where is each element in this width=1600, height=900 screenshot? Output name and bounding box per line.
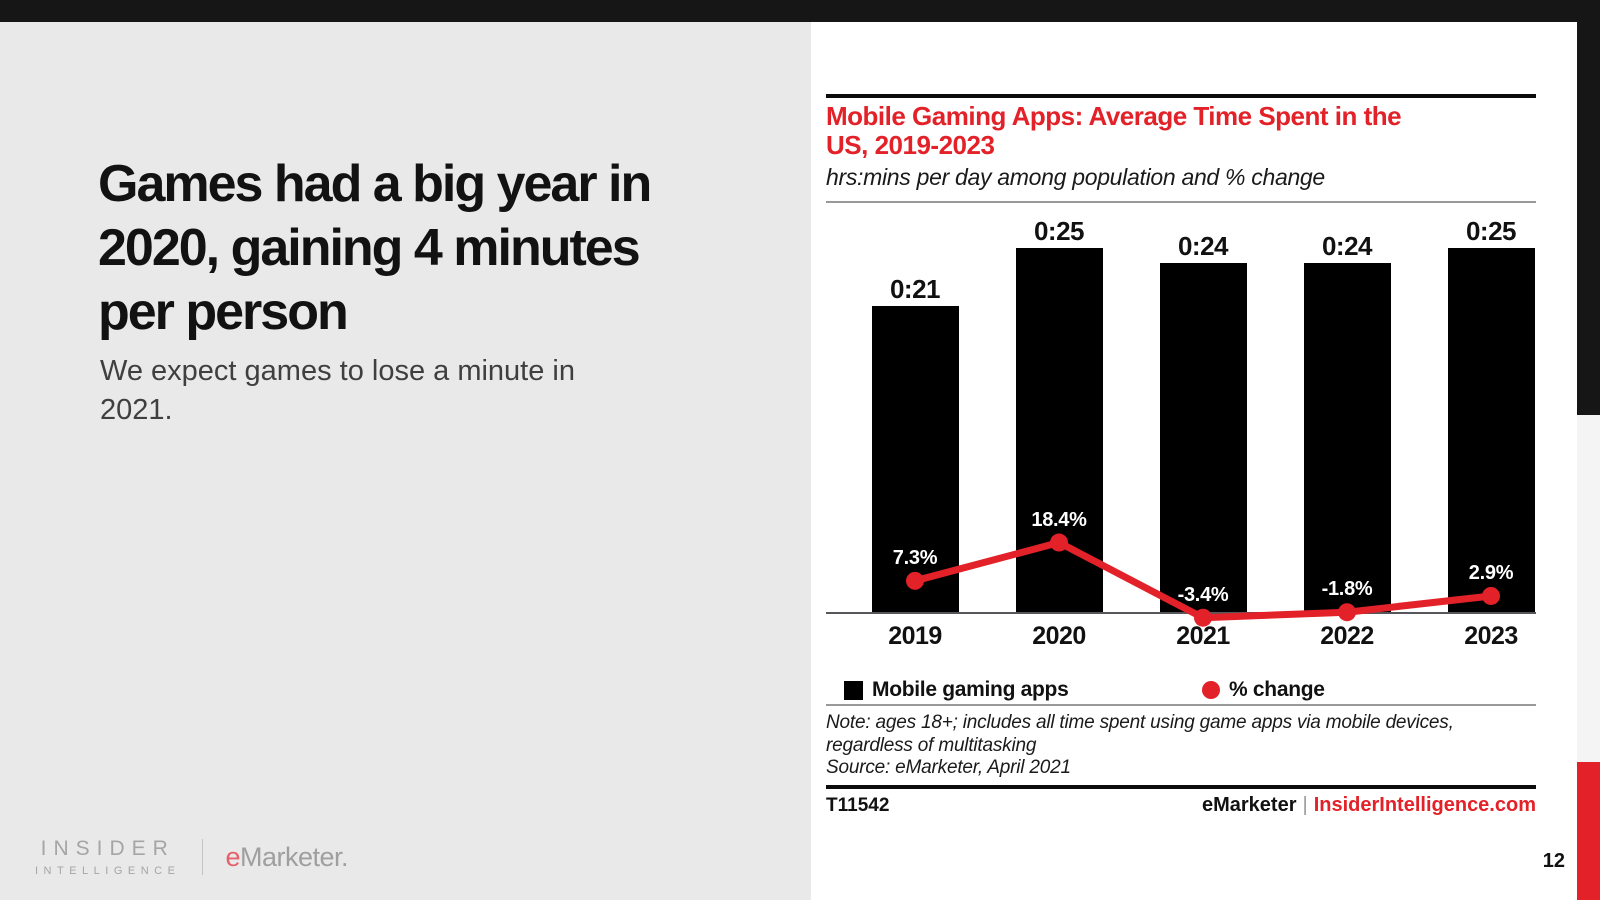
pct-dot-2019 [906, 571, 924, 590]
bar-value-2020: 0:25 [1033, 216, 1085, 246]
x-axis-labels: 2019 2020 2021 2022 2023 [826, 622, 1536, 650]
pct-label-2019: 7.3% [892, 546, 938, 569]
chart-top-rule [826, 94, 1536, 98]
legend-item-mobile-gaming-apps: Mobile gaming apps [844, 678, 1069, 702]
bar-2022 [1303, 263, 1391, 612]
x-label-2022: 2022 [1320, 622, 1374, 650]
bar-value-2022: 0:24 [1321, 231, 1373, 261]
emarketer-logo-e: e [225, 841, 240, 872]
plot-area: 0:21 0:25 0:24 0:24 0:25 7.3% 18.4% -3.4% -1.8% 2… [826, 210, 1536, 627]
insider-intelligence-logo: INSIDER INTELLIGENCE [35, 837, 180, 877]
subtext-line-2: 2021. [100, 394, 173, 426]
bar-2023 [1447, 248, 1535, 612]
right-strip-gray [1577, 415, 1600, 762]
subtext-line-1: We expect games to lose a minute in [100, 355, 575, 387]
headline-line-3: per person [98, 283, 349, 341]
source-line: Source: eMarketer, April 2021 [826, 757, 1071, 778]
legend-item-pct-change: % change [1202, 678, 1325, 702]
x-label-2020: 2020 [1032, 622, 1086, 650]
pct-change-line [906, 533, 1500, 627]
footer-emarketer: eMarketer [1201, 794, 1297, 816]
headline-line-2: 2020, gaining 4 minutes [98, 219, 641, 277]
chart-subtitle: hrs:mins per day among population and % … [826, 164, 1325, 190]
bar-2021 [1159, 263, 1247, 612]
chart-footer: T11542 eMarketer | InsiderIntelligence.com [826, 794, 1536, 817]
note-line-2: regardless of multitasking [826, 734, 1037, 756]
pct-label-2020: 18.4% [1031, 508, 1087, 531]
pct-dot-2022 [1338, 603, 1356, 622]
bar-value-2019: 0:21 [889, 274, 941, 304]
slide-text-panel: Games had a big year in 2020, gaining 4 … [0, 22, 811, 900]
right-strip-red [1577, 762, 1600, 900]
bar-2019 [871, 306, 959, 612]
headline-line-1: Games had a big year in [98, 155, 652, 213]
chart-legend: Mobile gaming apps % change [826, 678, 1536, 704]
legend-label-bars: Mobile gaming apps [872, 678, 1069, 701]
intelligence-logo-text: INTELLIGENCE [35, 865, 181, 877]
note-rule [826, 704, 1536, 706]
chart-title-line-1: Mobile Gaming Apps: Average Time Spent i… [826, 101, 1402, 131]
x-label-2019: 2019 [888, 622, 942, 650]
emarketer-logo-rest: Marketer. [240, 841, 349, 872]
pct-dot-2021 [1194, 608, 1212, 627]
chart-content: Mobile Gaming Apps: Average Time Spent i… [826, 22, 1536, 900]
footer-brands: eMarketer | InsiderIntelligence.com [1202, 794, 1536, 817]
chart-title-line-2: US, 2019-2023 [826, 130, 995, 160]
pct-label-2023: 2.9% [1468, 561, 1514, 584]
top-black-bar [0, 0, 1600, 22]
slide-headline: Games had a big year in 2020, gaining 4 … [98, 152, 758, 344]
note-line-1: Note: ages 18+; includes all time spent … [826, 712, 1454, 733]
x-label-2023: 2023 [1464, 622, 1518, 650]
pct-label-2022: -1.8% [1321, 578, 1373, 601]
pct-dot-2020 [1050, 533, 1068, 552]
x-label-2021: 2021 [1176, 622, 1230, 650]
right-strip-black [1577, 0, 1600, 415]
legend-label-line: % change [1229, 678, 1325, 701]
footer-insiderintelligence: InsiderIntelligence.com [1313, 794, 1536, 816]
legend-square-swatch [844, 680, 863, 700]
chart-note: Note: ages 18+; includes all time spent … [826, 712, 1536, 780]
footer-separator: | [1302, 794, 1308, 816]
pct-dot-2023 [1482, 586, 1500, 605]
insider-logo-text: INSIDER [40, 837, 175, 860]
bar-value-2023: 0:25 [1465, 216, 1517, 246]
legend-circle-swatch [1202, 681, 1220, 699]
pct-label-2021: -3.4% [1177, 583, 1229, 606]
chart-bottom-rule [826, 785, 1536, 789]
chart-title: Mobile Gaming Apps: Average Time Spent i… [826, 102, 1536, 160]
emarketer-logo: eMarketer. [225, 842, 348, 873]
brand-logos: INSIDER INTELLIGENCE eMarketer. [35, 837, 349, 877]
subtitle-rule [826, 201, 1536, 203]
chart-panel: Mobile Gaming Apps: Average Time Spent i… [811, 22, 1577, 900]
bar-value-2021: 0:24 [1177, 231, 1229, 261]
slide-subtext: We expect games to lose a minute in 2021… [100, 352, 680, 430]
logo-divider [202, 839, 204, 875]
page-number: 12 [1542, 850, 1565, 872]
chart-id: T11542 [826, 795, 890, 816]
